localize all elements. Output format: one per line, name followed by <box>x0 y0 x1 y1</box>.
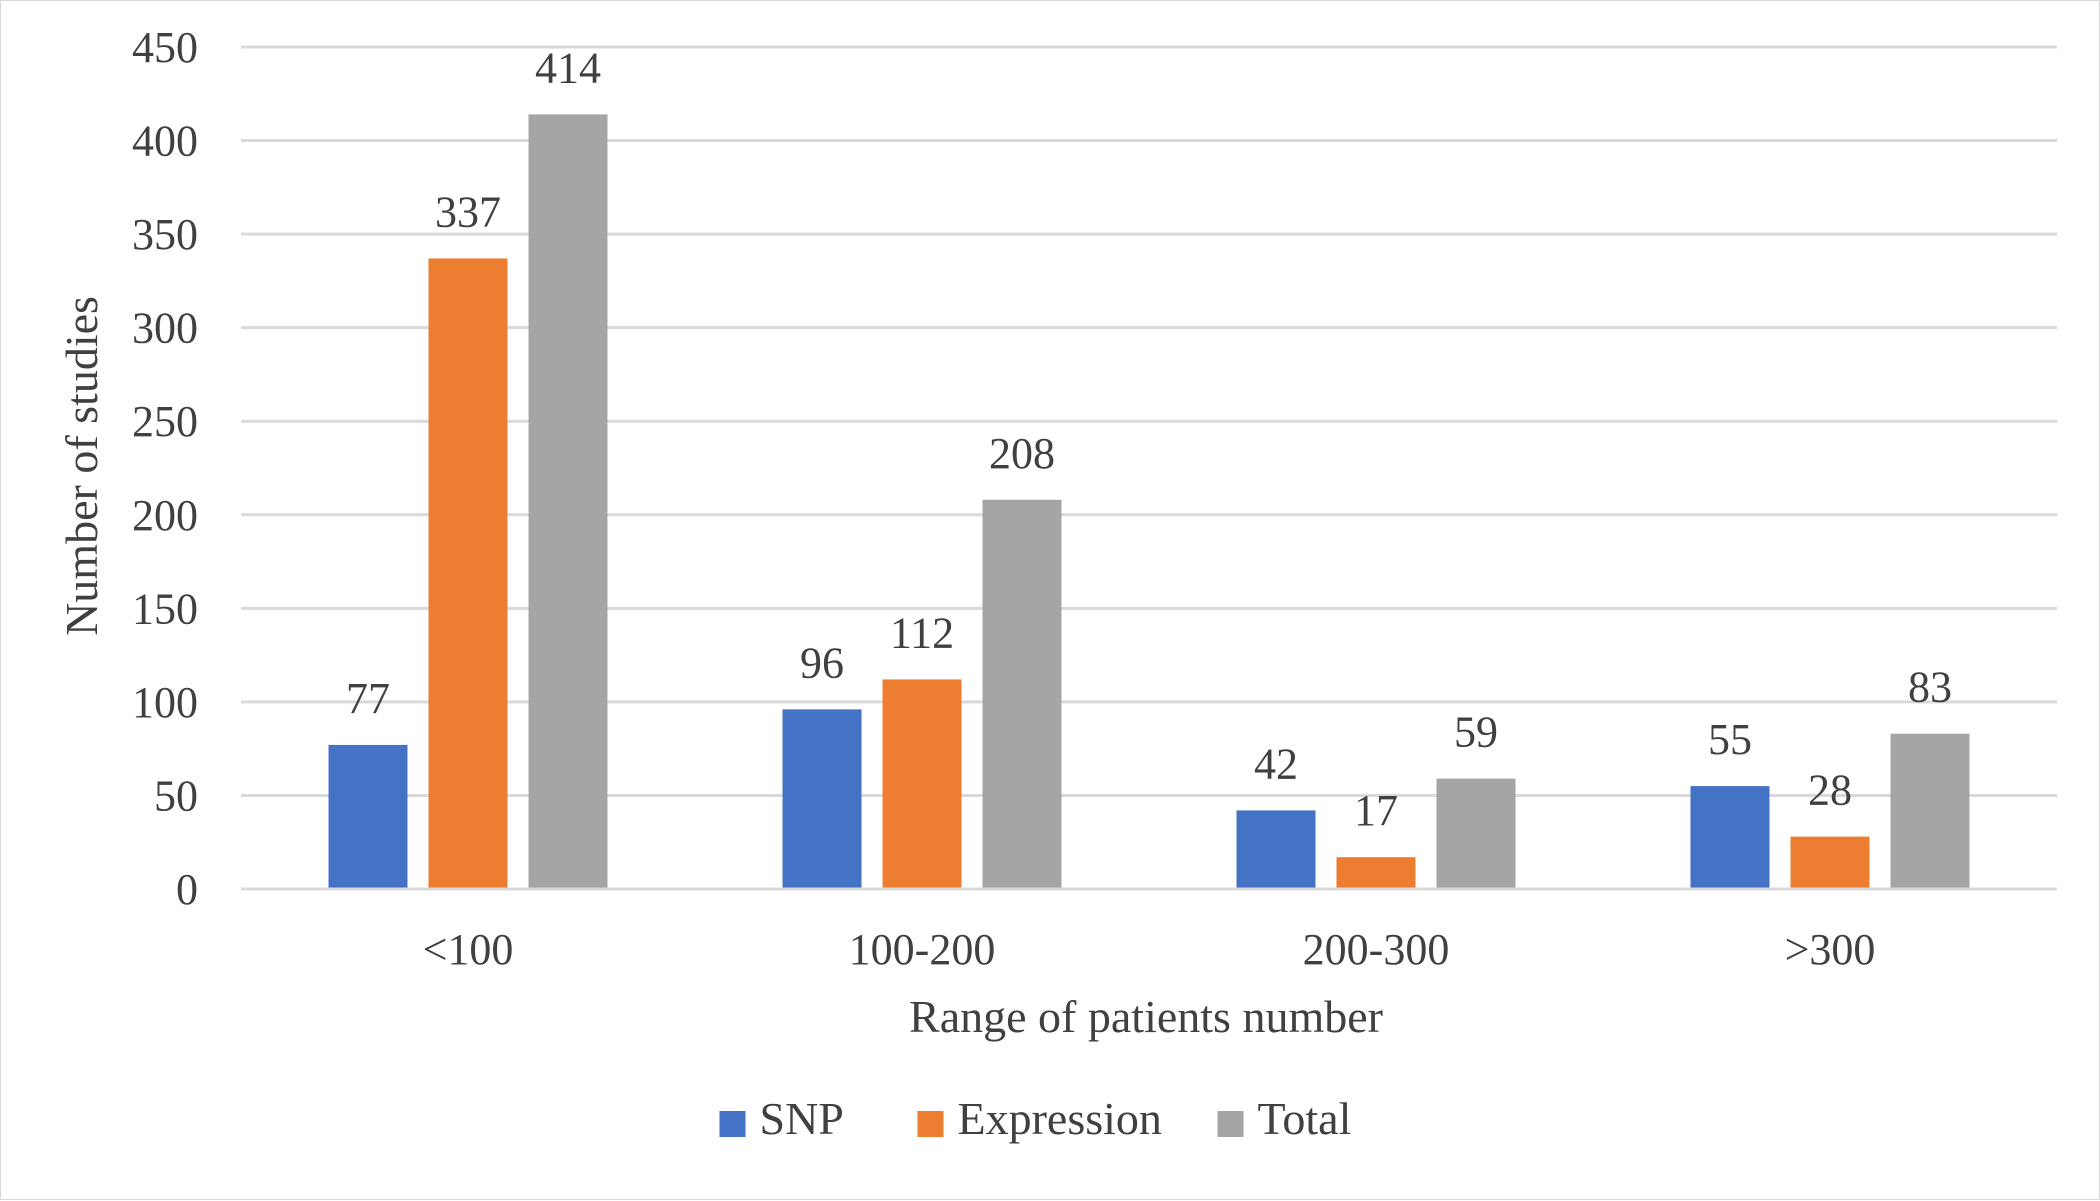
y-tick-label: 0 <box>176 865 198 914</box>
data-label: 208 <box>989 429 1055 478</box>
bar <box>428 258 508 889</box>
y-tick-label: 450 <box>132 23 198 72</box>
bar <box>1436 778 1516 889</box>
data-label: 28 <box>1808 766 1852 815</box>
bar <box>982 499 1062 889</box>
data-label: 17 <box>1354 786 1398 835</box>
legend-label: Total <box>1258 1093 1352 1144</box>
y-tick-label: 250 <box>132 397 198 446</box>
data-label: 77 <box>346 674 390 723</box>
bar <box>1790 836 1870 889</box>
y-tick-label: 200 <box>132 491 198 540</box>
bar <box>1336 857 1416 889</box>
data-label: 55 <box>1708 715 1752 764</box>
legend-swatch <box>1217 1111 1244 1137</box>
bar <box>1236 810 1316 889</box>
y-axis-title: Number of studies <box>56 296 107 636</box>
data-label: 59 <box>1454 708 1498 757</box>
bar <box>1890 733 1970 889</box>
gridlines <box>241 45 2057 891</box>
bar <box>782 709 862 889</box>
data-label: 96 <box>800 638 844 687</box>
y-tick-label: 50 <box>154 771 198 820</box>
legend: SNP Expression Total <box>719 1093 1352 1144</box>
y-axis-ticks: 0 50 100 150 200 250 300 350 400 450 <box>132 23 198 914</box>
bar <box>528 114 608 890</box>
legend-swatch <box>917 1111 944 1137</box>
x-category-label: 100-200 <box>849 925 996 974</box>
bars <box>241 114 2057 891</box>
data-label: 337 <box>435 187 501 236</box>
data-label: 83 <box>1908 663 1952 712</box>
bar <box>882 679 962 889</box>
x-category-label: <100 <box>423 925 514 974</box>
bar <box>1690 786 1770 889</box>
y-tick-label: 350 <box>132 210 198 259</box>
y-tick-label: 150 <box>132 584 198 633</box>
x-axis-title: Range of patients number <box>909 991 1383 1042</box>
data-label: 42 <box>1254 739 1298 788</box>
bar <box>328 744 408 889</box>
y-tick-label: 300 <box>132 304 198 353</box>
x-axis-categories: <100 100-200 200-300 >300 <box>423 925 1876 974</box>
legend-label: SNP <box>760 1093 844 1144</box>
data-label: 414 <box>535 43 601 92</box>
y-tick-label: 400 <box>132 117 198 166</box>
y-tick-label: 100 <box>132 678 198 727</box>
legend-label: Expression <box>958 1093 1162 1144</box>
legend-swatch <box>719 1111 746 1137</box>
x-category-label: >300 <box>1785 925 1876 974</box>
data-label: 112 <box>890 608 954 657</box>
x-category-label: 200-300 <box>1303 925 1450 974</box>
data-labels: 77 337 414 96 112 208 42 17 59 55 28 83 <box>346 43 1952 835</box>
